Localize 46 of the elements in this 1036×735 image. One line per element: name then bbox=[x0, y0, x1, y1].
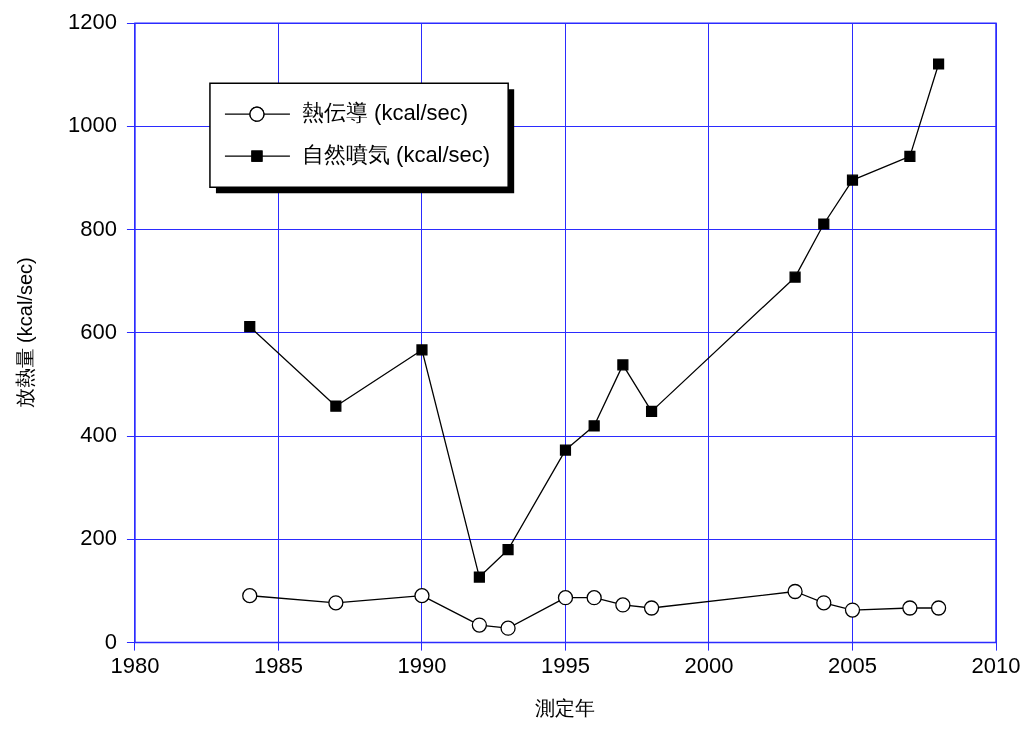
x-tick-label: 2000 bbox=[684, 652, 734, 678]
point bbox=[244, 321, 256, 333]
point bbox=[330, 400, 342, 412]
y-tick-label: 400 bbox=[80, 422, 117, 448]
y-tick-label: 1000 bbox=[67, 112, 117, 138]
legend-label: 熱伝導 (kcal/sec) bbox=[301, 100, 469, 126]
point bbox=[586, 590, 602, 606]
point bbox=[643, 600, 660, 616]
x-tick-label: 1990 bbox=[397, 652, 447, 678]
y-tick-label: 1200 bbox=[67, 9, 117, 35]
point bbox=[933, 58, 945, 70]
x-tick-label: 2005 bbox=[828, 652, 877, 678]
point bbox=[328, 595, 344, 611]
x-tick-label: 2010 bbox=[971, 652, 1021, 678]
point bbox=[902, 600, 918, 616]
point bbox=[904, 150, 916, 162]
point bbox=[559, 444, 572, 456]
point bbox=[557, 590, 574, 606]
point bbox=[645, 405, 658, 417]
point bbox=[816, 595, 832, 611]
point bbox=[844, 602, 861, 618]
point bbox=[502, 544, 514, 556]
point bbox=[473, 571, 485, 583]
point bbox=[818, 218, 830, 230]
x-tick-label: 1995 bbox=[540, 652, 590, 678]
y-tick-label: 800 bbox=[80, 215, 117, 241]
x-tick-label: 1980 bbox=[110, 652, 160, 678]
point bbox=[846, 174, 859, 186]
legend-label: 自然噴気 (kcal/sec) bbox=[301, 142, 491, 168]
point bbox=[242, 587, 258, 604]
point bbox=[615, 597, 631, 613]
point bbox=[416, 344, 428, 356]
x-tick-label: 1985 bbox=[253, 652, 303, 678]
point bbox=[414, 587, 430, 604]
point bbox=[617, 359, 629, 371]
y-tick-label: 0 bbox=[104, 628, 117, 654]
point bbox=[500, 620, 516, 636]
y-axis-title: 放熱量 (kcal/sec) bbox=[13, 257, 36, 409]
point bbox=[471, 617, 488, 633]
x-axis-title: 測定年 bbox=[535, 696, 596, 719]
y-tick-label: 600 bbox=[80, 318, 117, 344]
y-tick-label: 200 bbox=[80, 525, 117, 551]
point bbox=[588, 420, 600, 432]
point bbox=[787, 583, 803, 600]
point bbox=[930, 600, 947, 616]
point bbox=[789, 271, 801, 283]
